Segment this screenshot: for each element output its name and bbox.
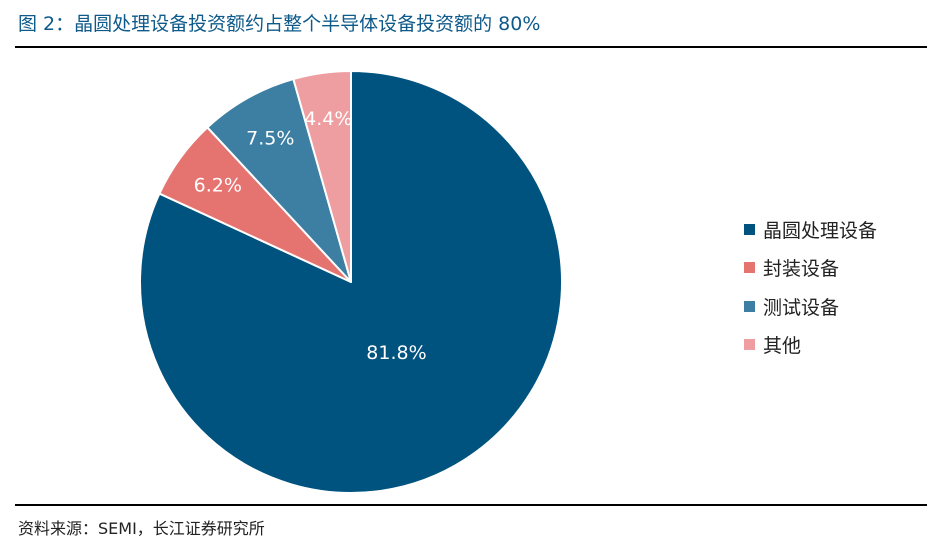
figure-title: 图 2：晶圆处理设备投资额约占整个半导体设备投资额的 80% <box>18 13 541 35</box>
legend-swatch-testing <box>744 300 755 312</box>
legend-label-packaging: 封装设备 <box>763 258 840 281</box>
legend-item-other: 其他 <box>744 326 877 365</box>
chart-legend: 晶圆处理设备 封装设备 测试设备 其他 <box>744 210 877 364</box>
legend-item-wafer-processing: 晶圆处理设备 <box>744 210 877 249</box>
top-divider <box>15 46 927 48</box>
slice-label-wafer-processing: 81.8% <box>366 342 426 364</box>
slice-other <box>292 70 352 283</box>
slice-label-testing: 7.5% <box>246 128 294 150</box>
slice-testing <box>206 78 352 283</box>
bottom-divider <box>15 504 927 506</box>
legend-label-other: 其他 <box>763 335 802 358</box>
legend-swatch-packaging <box>744 262 755 274</box>
legend-swatch-other <box>744 339 755 351</box>
legend-item-packaging: 封装设备 <box>744 249 877 288</box>
source-note: 资料来源：SEMI，长江证券研究所 <box>18 519 265 538</box>
legend-label-wafer-processing: 晶圆处理设备 <box>763 219 878 242</box>
slice-label-other: 4.4% <box>304 108 352 130</box>
legend-label-testing: 测试设备 <box>763 296 840 319</box>
slice-label-packaging: 6.2% <box>194 174 242 196</box>
legend-item-testing: 测试设备 <box>744 287 877 326</box>
legend-swatch-wafer-processing <box>744 223 755 235</box>
